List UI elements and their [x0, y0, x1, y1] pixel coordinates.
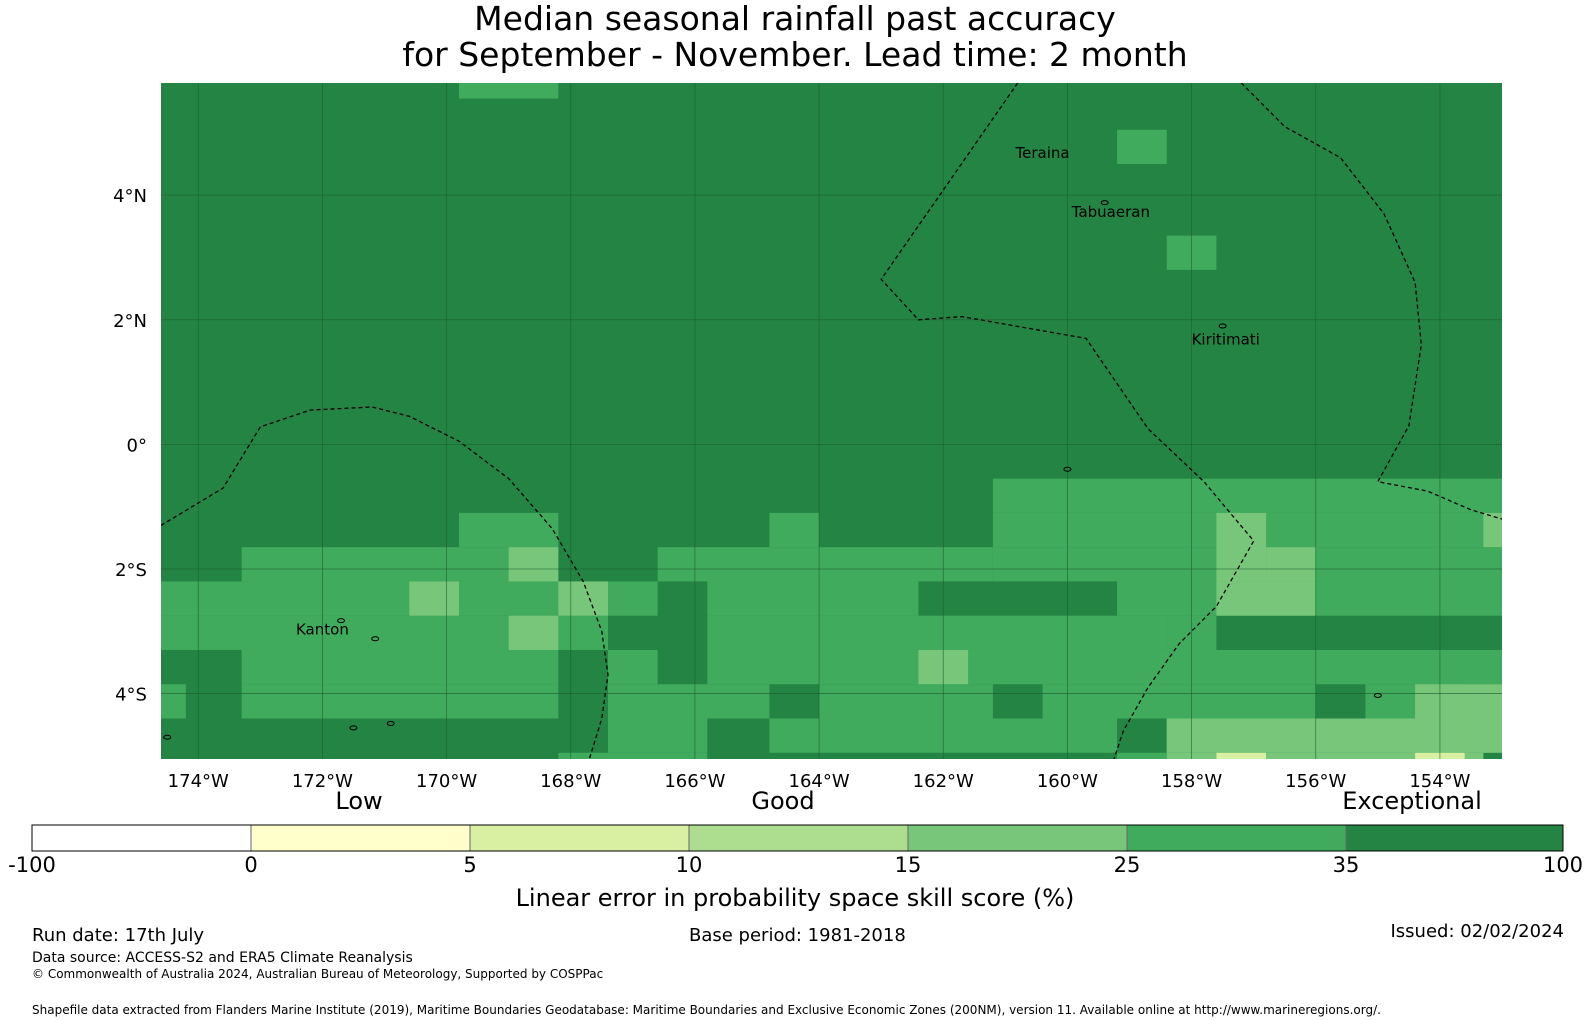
skill-cell	[608, 649, 658, 685]
skill-cell	[608, 718, 708, 753]
longitude-tick-label: 162°W	[913, 771, 974, 792]
colorbar-tick-label: 25	[1113, 853, 1141, 877]
skill-cell	[409, 581, 459, 616]
longitude-tick-label: 156°W	[1285, 771, 1346, 792]
island-outline	[349, 725, 358, 731]
colorbar	[31, 824, 1564, 852]
skill-cell	[459, 83, 559, 99]
eez-boundary-line	[161, 406, 609, 759]
island-outline	[163, 734, 172, 740]
island-outline	[1218, 323, 1227, 329]
latitude-tick-label: 2°N	[113, 311, 147, 332]
latitude-tick-label: 4°N	[113, 186, 147, 207]
skill-cell	[1464, 752, 1484, 759]
skill-cell	[558, 752, 708, 759]
skill-cell	[558, 581, 608, 616]
eez-boundary-line	[880, 83, 1255, 759]
skill-cell	[608, 684, 770, 719]
colorbar-tick-label: 35	[1332, 853, 1360, 877]
island-outline	[1100, 200, 1109, 206]
run-date: Run date: 17th July	[32, 925, 205, 946]
longitude-tick-label: 164°W	[789, 771, 850, 792]
island-outline	[371, 636, 380, 642]
skill-cell	[1042, 684, 1316, 719]
map-title-line-2: for September - November. Lead time: 2 m…	[402, 35, 1188, 74]
skill-cell	[1117, 129, 1167, 164]
skill-cell	[1216, 581, 1316, 616]
longitude-tick-label: 168°W	[540, 771, 601, 792]
map-title-line-1: Median seasonal rainfall past accuracy	[474, 0, 1116, 38]
skill-cell	[161, 684, 186, 719]
colorbar-segment	[1346, 825, 1563, 851]
skill-cell	[508, 615, 559, 650]
copyright-notice: © Commonwealth of Australia 2024, Austra…	[32, 967, 604, 981]
colorbar-tick-label: 0	[244, 853, 258, 877]
skill-cell	[241, 649, 559, 685]
skill-cell	[707, 615, 1167, 650]
longitude-tick-label: 166°W	[664, 771, 725, 792]
colorbar-segment	[908, 825, 1127, 851]
skill-cell	[1117, 752, 1167, 759]
category-label-low: Low	[335, 787, 383, 815]
skill-cell	[819, 684, 993, 719]
skill-cell	[1483, 512, 1502, 548]
map-plot-area: Teraina Tabuaeran Kiritimati Kanton	[161, 83, 1502, 759]
skill-cell	[707, 581, 919, 616]
longitude-tick-label: 158°W	[1161, 771, 1222, 792]
eez-boundary-line	[1240, 83, 1502, 520]
longitude-tick-label: 170°W	[416, 771, 477, 792]
category-label-good: Good	[751, 787, 815, 815]
colorbar-tick-label: -100	[8, 853, 56, 877]
skill-cell	[1266, 752, 1416, 759]
shapefile-credit: Shapefile data extracted from Flanders M…	[32, 1003, 1381, 1017]
skill-cell	[992, 478, 1502, 513]
latitude-tick-label: 4°S	[115, 685, 147, 706]
skill-cell	[1166, 718, 1502, 753]
skill-cell	[769, 512, 820, 548]
skill-cell	[508, 547, 559, 582]
place-label: Tabuaeran	[1071, 203, 1150, 221]
place-label: Teraina	[1015, 144, 1070, 162]
skill-cell	[241, 684, 559, 719]
colorbar-tick-label: 15	[894, 853, 922, 877]
map-axes: 174°W 172°W 170°W 168°W 166°W 164°W 162°W 160°W…	[113, 186, 1471, 792]
colorbar-segment	[1127, 825, 1346, 851]
issued-date: Issued: 02/02/2024	[1390, 921, 1564, 942]
skill-cell	[657, 547, 993, 582]
colorbar-tick-label: 10	[675, 853, 703, 877]
latitude-tick-label: 0°	[127, 435, 147, 456]
colorbar-segment	[32, 825, 251, 851]
skill-cell	[459, 512, 559, 548]
map-panel: Teraina Tabuaeran Kiritimati Kanton	[161, 83, 1502, 759]
longitude-tick-label: 154°W	[1409, 771, 1470, 792]
data-source: Data source: ACCESS-S2 and ERA5 Climate …	[32, 950, 413, 966]
latitude-tick-label: 2°S	[115, 560, 147, 581]
base-period: Base period: 1981-2018	[689, 925, 906, 946]
island-outline	[386, 720, 395, 726]
island-outline	[1373, 692, 1382, 698]
category-label-exceptional: Exceptional	[1342, 787, 1482, 815]
colorbar-outline	[31, 824, 1564, 852]
place-label: Kanton	[296, 620, 349, 638]
island-outline	[1063, 466, 1072, 472]
island-outline	[337, 618, 346, 624]
place-label: Kiritimati	[1192, 331, 1260, 349]
skill-cell	[707, 649, 1502, 685]
colorbar-axis-label: Linear error in probability space skill …	[515, 884, 1075, 912]
longitude-tick-label: 160°W	[1037, 771, 1098, 792]
colorbar-tick-label: 100	[1542, 853, 1584, 877]
colorbar-tick-label: 5	[463, 853, 477, 877]
colorbar-segment	[689, 825, 908, 851]
colorbar-segment	[251, 825, 470, 851]
longitude-tick-label: 172°W	[292, 771, 353, 792]
skill-cell	[1216, 752, 1267, 759]
skill-cell	[1415, 684, 1502, 719]
longitude-tick-label: 174°W	[168, 771, 229, 792]
colorbar-segment	[470, 825, 689, 851]
skill-cell	[1216, 512, 1267, 582]
skill-cell	[1266, 547, 1316, 582]
skill-cell	[241, 547, 559, 582]
